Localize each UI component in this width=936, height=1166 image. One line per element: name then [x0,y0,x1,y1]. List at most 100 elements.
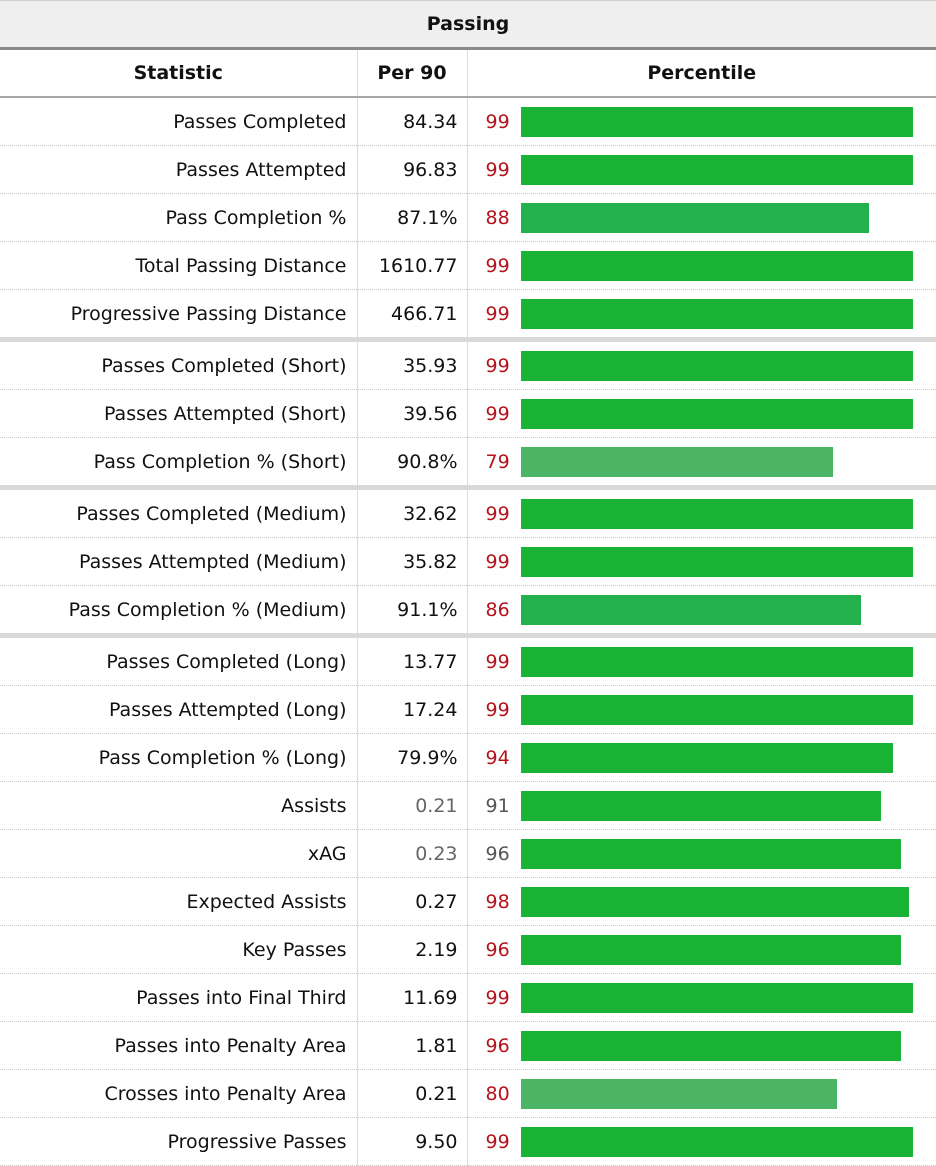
percentile-value: 99 [485,986,510,1009]
statistic-name: Passes Completed (Medium) [0,487,358,538]
per90-value: 39.56 [357,389,468,438]
statistic-name: Pass Completion % (Short) [0,437,358,490]
per90-value: 0.27 [357,877,468,926]
table-row: Passes Completed (Short) 35.93 99 [0,339,936,390]
percentile-bar-track [520,742,913,773]
percentile-value: 79 [485,450,510,473]
percentile-bar [520,594,862,625]
percentile-value: 91 [485,794,510,817]
percentile-value: 99 [485,1130,510,1153]
percentile-bar-track [520,446,913,477]
percentile-cell: 91 [467,781,936,830]
statistic-name: Passes Completed [0,97,358,146]
percentile-value: 99 [485,502,510,525]
percentile-bar-track [520,1078,913,1109]
percentile-cell: 99 [467,685,936,734]
percentile-bar [520,350,913,381]
percentile-value: 94 [485,746,510,769]
percentile-value: 80 [485,1082,510,1105]
per90-value: 13.77 [357,635,468,686]
per90-value: 84.34 [357,97,468,146]
table-row: Passes Attempted 96.83 99 [0,145,936,194]
table-row: Passes Attempted (Short) 39.56 99 [0,389,936,438]
table-row: Total Passing Distance 1610.77 99 [0,241,936,290]
percentile-bar [520,790,881,821]
statistic-name: Pass Completion % [0,193,358,242]
percentile-bar-track [520,694,913,725]
table-body: Passes Completed 84.34 99 Passes Attempted 9… [0,97,936,1166]
percentile-bar [520,934,901,965]
percentile-cell: 99 [467,241,936,290]
table-row: Passes Completed (Long) 13.77 99 [0,635,936,686]
percentile-cell: 99 [467,339,936,390]
percentile-value: 99 [485,402,510,425]
percentile-value: 99 [485,354,510,377]
percentile-bar-track [520,250,913,281]
table-row: Passes Attempted (Long) 17.24 99 [0,685,936,734]
percentile-bar [520,398,913,429]
table-row: Pass Completion % (Long) 79.9% 94 [0,733,936,782]
percentile-bar-track [520,594,913,625]
percentile-cell: 99 [467,97,936,146]
column-header-statistic[interactable]: Statistic [0,48,357,98]
table-row: Passes Attempted (Medium) 35.82 99 [0,537,936,586]
percentile-value: 86 [485,598,510,621]
percentile-value: 99 [485,698,510,721]
statistic-name: Passes Attempted [0,145,358,194]
percentile-cell: 96 [467,1021,936,1070]
percentile-cell: 80 [467,1069,936,1118]
per90-value: 1.81 [357,1021,468,1070]
percentile-bar-track [520,838,913,869]
table-header-row: Statistic Per 90 Percentile [0,48,936,98]
column-header-percentile[interactable]: Percentile [466,48,936,98]
percentile-cell: 99 [467,973,936,1022]
table-row: Assists 0.21 91 [0,781,936,830]
percentile-bar-track [520,982,913,1013]
statistic-name: Progressive Passes [0,1117,358,1166]
statistic-name: Expected Assists [0,877,358,926]
percentile-bar-track [520,202,913,233]
table-row: Progressive Passing Distance 466.71 99 [0,289,936,342]
percentile-bar-track [520,350,913,381]
per90-value: 32.62 [357,487,468,538]
statistic-name: Passes into Final Third [0,973,358,1022]
statistic-name: Pass Completion % (Medium) [0,585,358,638]
column-header-per90[interactable]: Per 90 [356,48,467,98]
statistic-name: Progressive Passing Distance [0,289,358,342]
percentile-cell: 99 [467,537,936,586]
percentile-bar [520,498,913,529]
percentile-bar [520,1126,913,1157]
percentile-bar-track [520,546,913,577]
statistic-name: Passes into Penalty Area [0,1021,358,1070]
percentile-bar [520,250,913,281]
percentile-bar [520,298,913,329]
percentile-cell: 79 [467,437,936,490]
percentile-value: 88 [485,206,510,229]
per90-value: 0.23 [357,829,468,878]
percentile-bar [520,1030,901,1061]
statistic-name: Passes Completed (Long) [0,635,358,686]
percentile-value: 99 [485,158,510,181]
percentile-cell: 99 [467,1117,936,1166]
percentile-bar-track [520,498,913,529]
per90-value: 35.82 [357,537,468,586]
percentile-cell: 99 [467,389,936,438]
statistic-name: Total Passing Distance [0,241,358,290]
percentile-value: 99 [485,254,510,277]
percentile-bar [520,838,901,869]
table-row: Passes Completed 84.34 99 [0,97,936,146]
percentile-value: 98 [485,890,510,913]
per90-value: 90.8% [357,437,468,490]
table-row: Expected Assists 0.27 98 [0,877,936,926]
percentile-cell: 99 [467,487,936,538]
percentile-cell: 99 [467,635,936,686]
percentile-bar-track [520,154,913,185]
percentile-bar-track [520,1030,913,1061]
percentile-bar [520,106,913,137]
percentile-bar [520,694,913,725]
percentile-bar-track [520,790,913,821]
statistic-name: Crosses into Penalty Area [0,1069,358,1118]
per90-value: 11.69 [357,973,468,1022]
percentile-bar [520,742,893,773]
percentile-cell: 99 [467,289,936,342]
